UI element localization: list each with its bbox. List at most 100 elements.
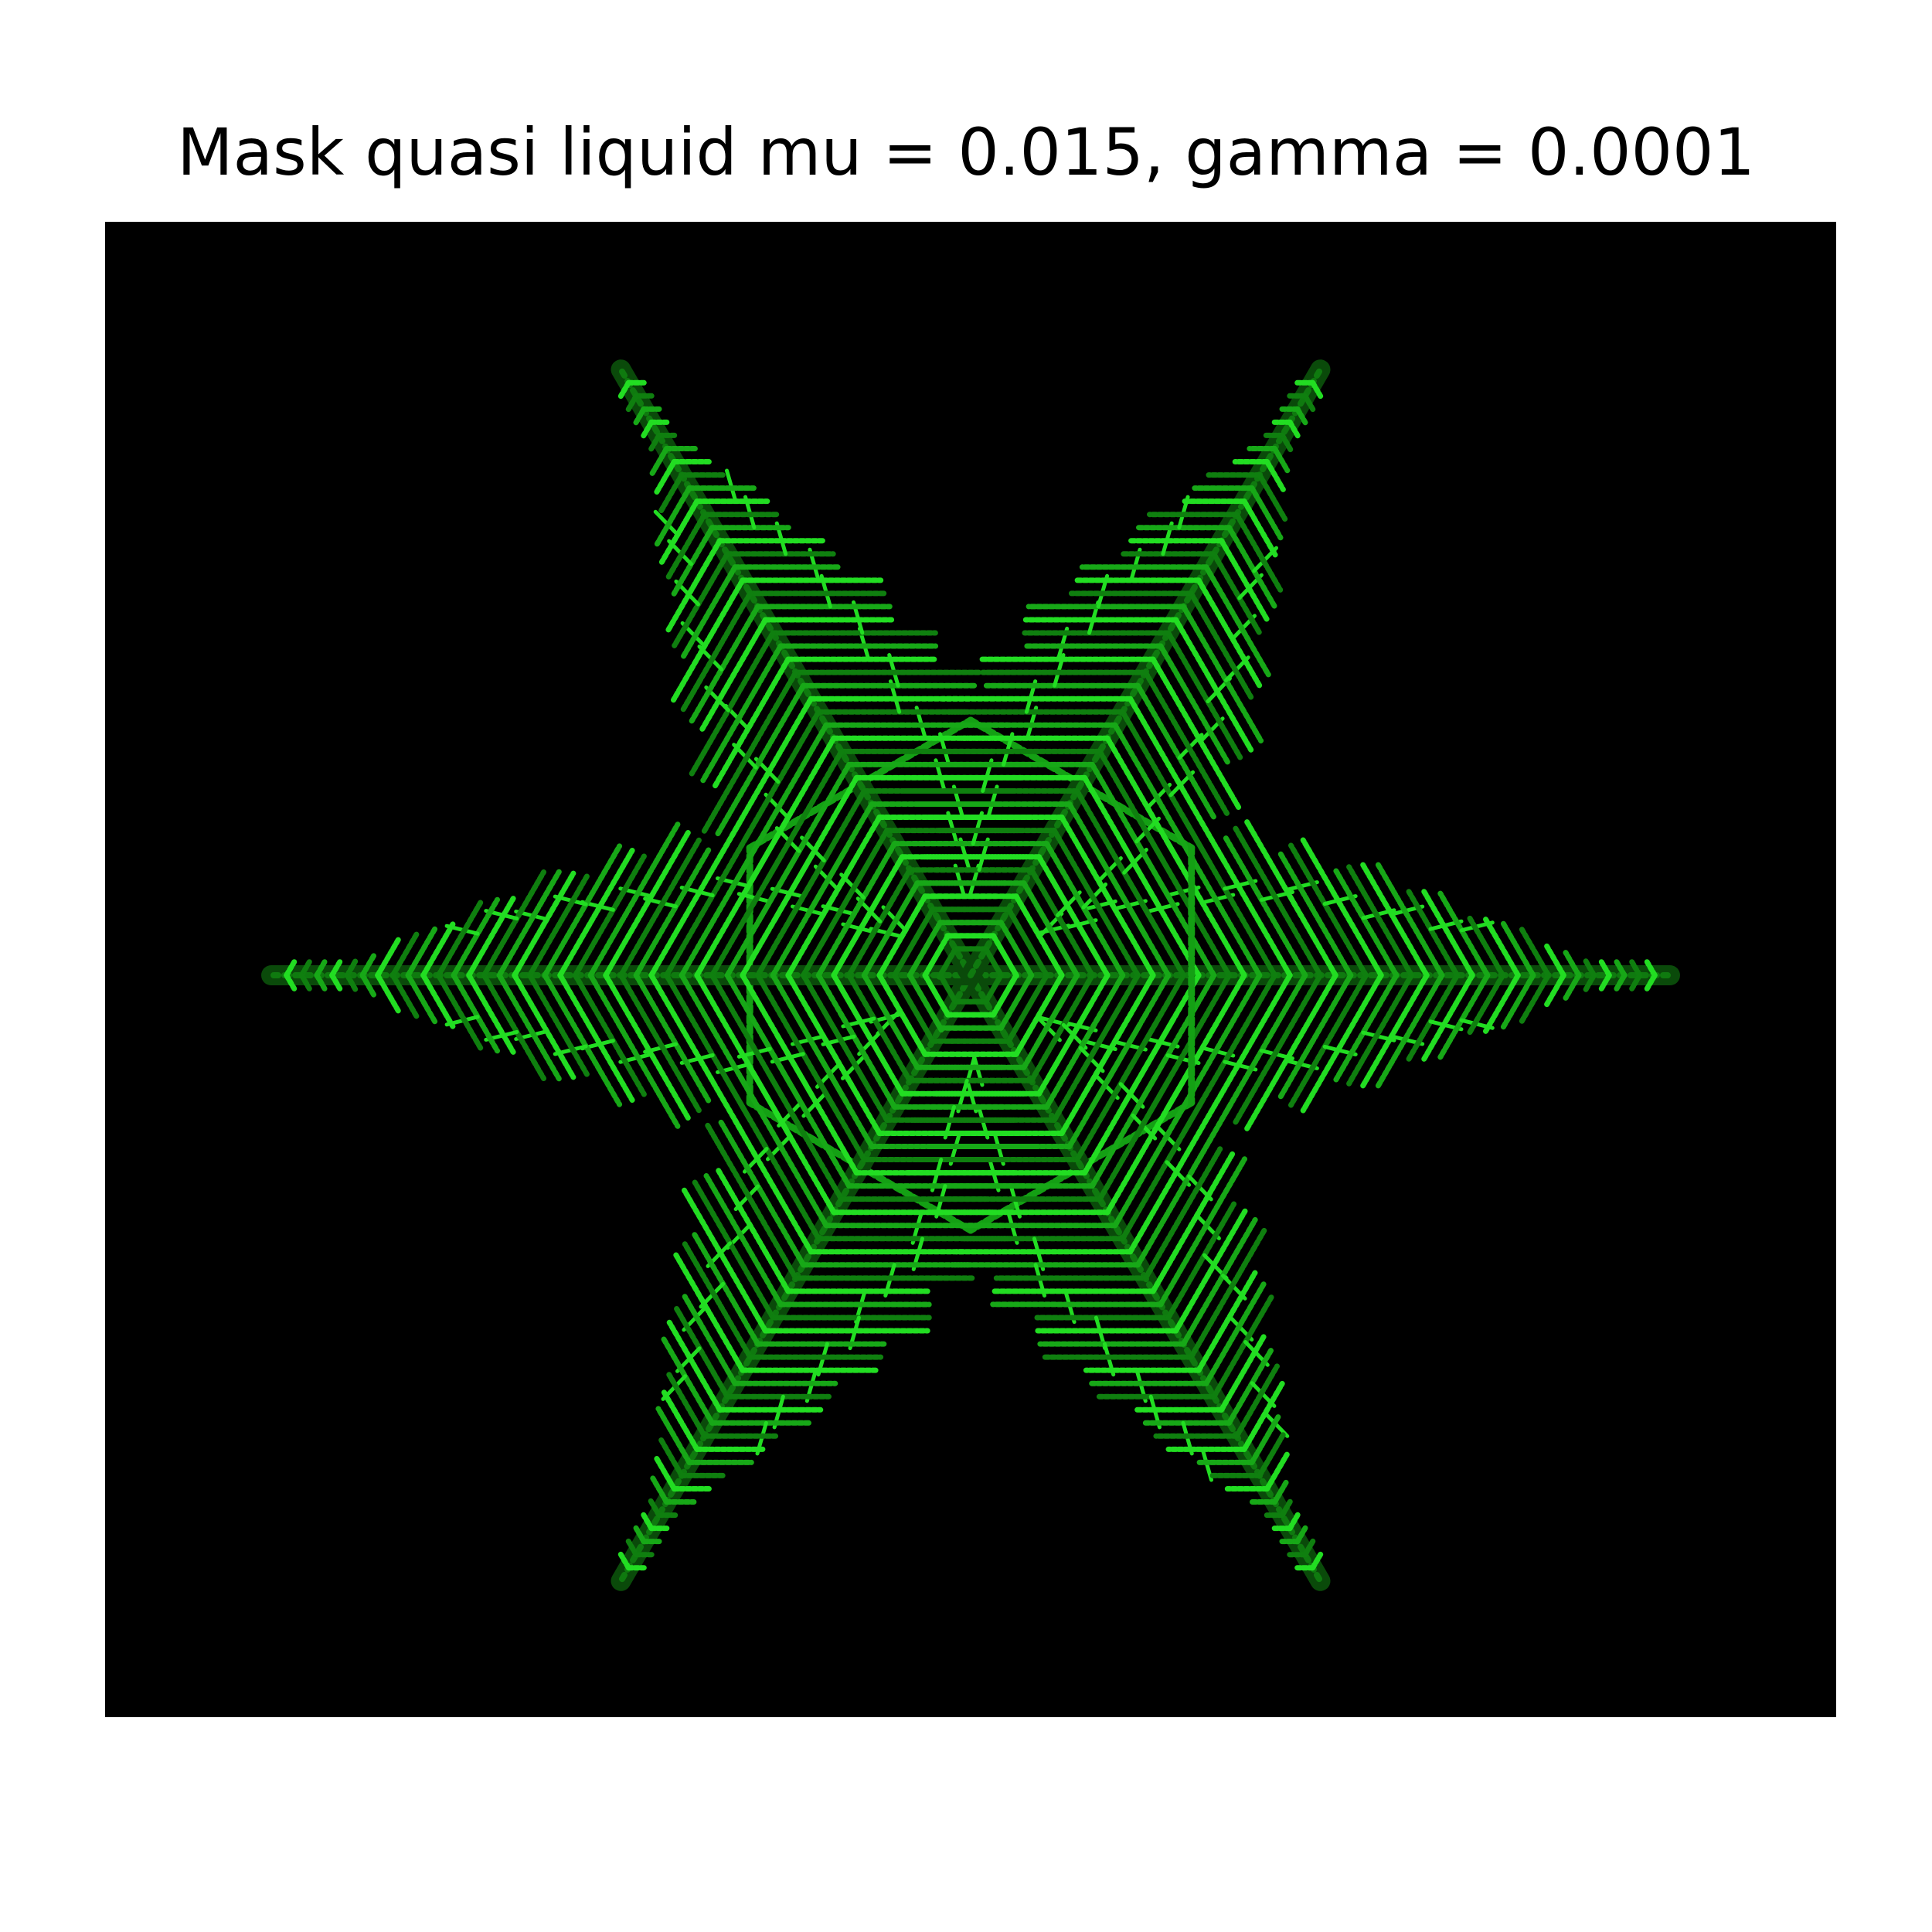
side-branch [998, 972, 1035, 1031]
side-branch [1120, 709, 1213, 866]
side-branch [815, 972, 886, 1090]
side-branch [671, 577, 746, 703]
side-branch [1288, 972, 1369, 1108]
side-branch [1519, 927, 1552, 978]
side-branch [1021, 880, 1079, 977]
side-branch [1005, 986, 1042, 1044]
side-branch [1421, 889, 1475, 978]
side-branch [1021, 981, 1075, 1070]
side-branch [1243, 972, 1338, 1134]
side-branch [755, 761, 852, 925]
side-branch [375, 937, 401, 978]
side-branch [1614, 959, 1628, 978]
side-branch [1241, 498, 1278, 558]
figure-title: Mask quasi liquid mu = 0.015, gamma = 0.… [177, 114, 1755, 190]
side-branch [818, 828, 890, 948]
side-branch [893, 906, 936, 977]
side-branch [1188, 590, 1254, 700]
side-branch [1051, 828, 1115, 934]
side-branch [1233, 1363, 1280, 1439]
side-branch [998, 920, 1029, 968]
side-branch [587, 972, 681, 1129]
side-branch [344, 972, 359, 992]
side-branch [1644, 959, 1658, 978]
side-branch [1257, 472, 1288, 522]
side-branch [557, 972, 635, 1103]
side-branch [496, 869, 562, 978]
side-branch [1257, 1432, 1286, 1478]
side-branch [936, 946, 958, 980]
side-branch [1346, 972, 1414, 1087]
side-branch [329, 972, 343, 992]
side-branch [314, 972, 328, 992]
side-branch [991, 975, 1018, 1018]
side-branch [1211, 1294, 1274, 1400]
side-branch [625, 393, 639, 413]
side-branch [705, 1122, 799, 1281]
side-branch [703, 1173, 784, 1308]
side-branch [1097, 1053, 1185, 1202]
side-branch [1219, 1333, 1267, 1413]
side-branch [359, 972, 378, 999]
side-branch [770, 972, 849, 1105]
side-branch [1214, 845, 1293, 978]
side-branch [1629, 959, 1643, 978]
side-branch [557, 848, 635, 978]
side-branch [653, 459, 677, 496]
side-branch [1158, 643, 1232, 767]
side-branch [1375, 972, 1445, 1090]
side-branch [1165, 1201, 1237, 1321]
side-branch [671, 525, 715, 597]
side-branch [1203, 564, 1271, 678]
side-branch [1112, 722, 1199, 867]
side-branch [1196, 1270, 1258, 1373]
side-branch [654, 485, 692, 547]
side-branch [641, 419, 655, 439]
side-branch [298, 972, 312, 992]
side-branch [650, 1475, 669, 1505]
snowflake-image [105, 222, 1836, 1717]
side-branch [1158, 1156, 1247, 1308]
side-branch [1066, 1022, 1143, 1149]
side-branch [788, 788, 867, 920]
side-branch [1406, 972, 1461, 1063]
side-branch [1310, 1551, 1324, 1571]
side-branch [682, 1241, 753, 1360]
side-branch [512, 972, 577, 1080]
side-branch [435, 972, 484, 1051]
side-branch [755, 972, 843, 1121]
side-branch [1066, 801, 1149, 940]
image-canvas [105, 222, 1836, 1717]
side-branch [1074, 788, 1166, 943]
side-branch [1277, 849, 1354, 978]
side-branch [655, 1406, 692, 1465]
side-branch [1359, 972, 1430, 1089]
side-branch [660, 1335, 715, 1426]
side-branch [420, 972, 456, 1029]
side-branch [1104, 1053, 1201, 1216]
side-branch [1249, 1414, 1281, 1465]
side-branch [1059, 815, 1132, 937]
side-branch [1287, 1512, 1301, 1532]
side-branch [587, 821, 681, 978]
side-branch [1112, 1095, 1192, 1229]
side-branch [983, 946, 1003, 977]
side-branch [1582, 957, 1597, 978]
side-branch [1264, 459, 1286, 492]
side-branch [1074, 1019, 1159, 1162]
side-branch [733, 722, 829, 886]
side-branch [801, 972, 881, 1107]
side-branch [527, 972, 590, 1077]
side-branch [886, 893, 928, 961]
side-branch [1223, 835, 1308, 978]
side-branch [1544, 943, 1566, 978]
side-branch [692, 1179, 776, 1321]
side-branch [1180, 604, 1264, 743]
side-branch [692, 1232, 761, 1347]
side-branch [451, 896, 500, 978]
side-branch [1150, 1151, 1236, 1294]
side-branch [679, 590, 753, 714]
side-branch [1333, 868, 1400, 978]
side-branch [1211, 551, 1264, 638]
side-branch [1279, 1498, 1293, 1519]
